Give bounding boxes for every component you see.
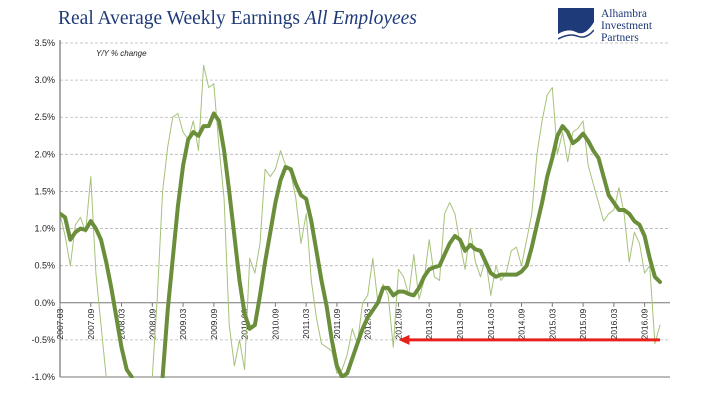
y-tick-label: 3.5% (34, 38, 55, 48)
alhambra-wave-logo-icon (558, 8, 594, 44)
x-tick-label: 2012.09 (393, 309, 403, 340)
x-tick-label: 2007.09 (86, 309, 96, 340)
chart-title-main: Real Average Weekly Earnings (58, 8, 300, 29)
x-tick-label: 2016.03 (609, 309, 619, 340)
x-tick-label: 2008.03 (117, 309, 127, 340)
x-tick-label: 2013.03 (424, 309, 434, 340)
x-tick-label: 2009.03 (178, 309, 188, 340)
y-tick-label: 2.5% (34, 112, 55, 122)
series-group (60, 64, 662, 378)
logo-text: Alhambra Investment Partners (601, 8, 652, 44)
x-tick-label: 2007.03 (55, 309, 65, 340)
x-tick-label: 2011.03 (301, 309, 311, 339)
x-tick-label: 2010.03 (240, 309, 250, 340)
x-tick-label: 2009.09 (209, 309, 219, 340)
chart-title: Real Average Weekly Earnings All Employe… (58, 8, 417, 30)
x-tick-label: 2008.09 (147, 309, 157, 340)
thin-series-line (151, 64, 661, 378)
y-tick-label: -0.5% (31, 335, 55, 345)
y-tick-label: 3.0% (34, 75, 55, 85)
thick-series-line (160, 111, 662, 378)
chart-title-emphasis: All Employees (304, 8, 417, 29)
arrow-head (398, 334, 410, 345)
y-tick-label: 0.0% (34, 298, 55, 308)
y-tick-label: 1.0% (34, 224, 55, 234)
decline-arrow (398, 334, 660, 345)
y-tick-label: 2.0% (34, 149, 55, 159)
x-tick-label: 2016.09 (640, 309, 650, 340)
x-tick-label: 2015.03 (547, 309, 557, 340)
x-tick-label: 2011.09 (332, 309, 342, 339)
grid-lines (60, 42, 670, 341)
y-tick-label: -1.0% (31, 372, 55, 382)
y-tick-label: 0.5% (34, 261, 55, 271)
logo-line-3: Partners (601, 32, 639, 44)
logo-line-1: Alhambra (601, 8, 647, 20)
x-axis: 2007.03 2007.09 2008.03 2008.09 2009.03 2009.… (55, 302, 650, 340)
y-axis: 3.5% 3.0% 2.5% 2.0% 1.5% 1.0% 0.5% 0.0% -0.5% -1.… (31, 38, 670, 382)
logo: Alhambra Investment Partners (555, 5, 705, 50)
x-tick-label: 2013.09 (455, 309, 465, 340)
thick-series-line (60, 211, 134, 378)
x-tick-label: 2014.09 (517, 309, 527, 340)
thin-series-line (60, 176, 107, 378)
x-tick-label: 2010.09 (270, 309, 280, 340)
logo-line-2: Investment (601, 20, 653, 32)
x-tick-label: 2015.09 (578, 309, 588, 340)
y-unit-annotation: Y/Y % change (96, 49, 147, 58)
x-tick-label: 2014.03 (486, 309, 496, 340)
y-tick-label: 1.5% (34, 186, 55, 196)
x-tick-label: 2012.03 (363, 309, 373, 340)
